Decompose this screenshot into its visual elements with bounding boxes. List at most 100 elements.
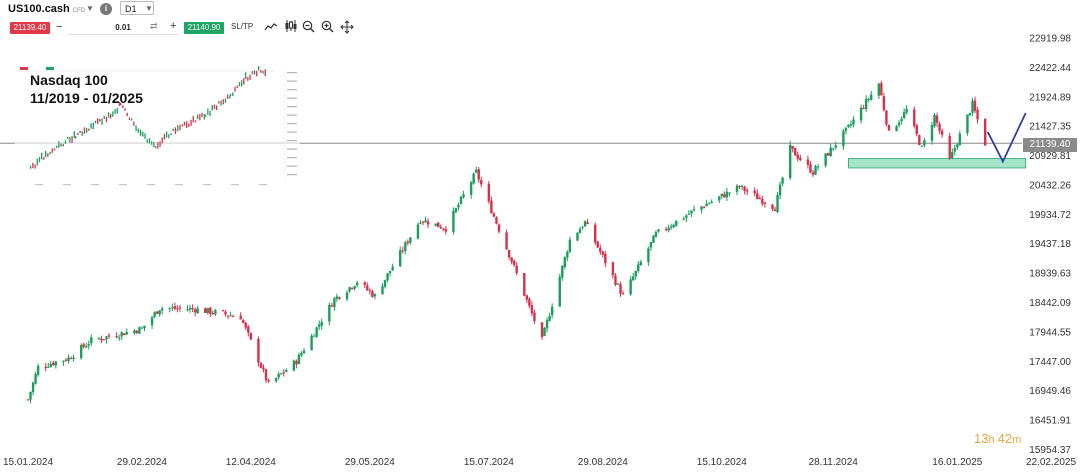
inset-candle [83, 127, 86, 134]
inset-candle [179, 124, 181, 131]
sltp-button[interactable]: SL/TP [231, 22, 254, 31]
info-icon[interactable]: i [100, 3, 112, 15]
candle-body [523, 273, 526, 296]
candle-body [685, 215, 688, 218]
candle-body [700, 206, 703, 210]
candle-body [933, 114, 936, 127]
candle-body [401, 250, 404, 252]
inset-candle [110, 114, 112, 119]
candle-body [581, 227, 584, 229]
candle-body [262, 367, 265, 370]
inset-x-tick [203, 184, 211, 186]
candle-body [619, 284, 622, 294]
inset-candle [112, 111, 114, 117]
y-tick-label: 20929.81 [1029, 151, 1071, 162]
candle-body [966, 114, 969, 134]
candle-body [107, 335, 111, 337]
inset-candle [153, 141, 155, 148]
y-axis: 22919.98 22422.44 21924.89 21427.35 20929.81… [1029, 34, 1071, 457]
crosshair-icon[interactable] [340, 20, 354, 34]
lot-size-input[interactable]: 0.01 [68, 21, 178, 35]
candle-body [702, 206, 706, 208]
candle-body [809, 164, 812, 173]
candle-body [292, 360, 296, 371]
candle-body [505, 232, 508, 250]
candle-body [758, 198, 761, 200]
inset-candle [101, 118, 103, 125]
candle-body [583, 221, 587, 227]
candle-body [383, 279, 387, 287]
candle-body [282, 372, 285, 374]
candle-body [31, 382, 35, 393]
buy-button[interactable]: 21140.90 [184, 22, 224, 34]
symbol-selector[interactable]: US100.cash CFD [8, 3, 85, 15]
candle-body [657, 229, 660, 232]
inset-candle [260, 70, 262, 73]
candle-body [578, 228, 582, 234]
decrease-lot-button[interactable]: − [56, 21, 63, 33]
candle-body [497, 224, 501, 232]
line-chart-icon[interactable] [264, 22, 278, 32]
candle-body [312, 335, 316, 337]
swap-icon[interactable]: ⇄ [150, 21, 158, 31]
inset-candle [207, 108, 209, 115]
candle-body [302, 350, 306, 354]
inset-candle [236, 85, 238, 89]
y-tick-label: 16451.91 [1029, 416, 1071, 427]
inset-candle [177, 125, 179, 132]
candle-body [143, 325, 146, 328]
candle-body [204, 308, 207, 313]
inset-y-tick [287, 114, 297, 116]
candle-body [328, 304, 331, 322]
x-tick-label: 22.02.2025 [1026, 457, 1076, 468]
candle-body [763, 202, 767, 204]
candle-body [594, 224, 597, 243]
sell-button[interactable]: 21139.40 [10, 22, 50, 34]
candle-body [47, 366, 50, 368]
candle-body [117, 337, 121, 339]
inset-candle [220, 100, 222, 106]
candles-layer [26, 80, 987, 404]
candle-body [738, 186, 741, 188]
inset-y-tick [287, 106, 297, 108]
inset-x-tick [35, 184, 43, 186]
zoom-in-icon[interactable] [321, 20, 334, 33]
candle-body [753, 190, 756, 194]
candle-body [540, 322, 544, 338]
candle-body [880, 83, 883, 96]
candle-body [707, 203, 711, 205]
chevron-down-icon[interactable]: ▼ [86, 4, 94, 13]
candle-chart-icon[interactable] [284, 19, 298, 33]
increase-lot-button[interactable]: + [170, 20, 177, 32]
candle-body [285, 370, 288, 372]
inset-candle [120, 102, 122, 106]
candle-body [158, 310, 161, 315]
candle-body [548, 315, 551, 321]
inset-candle [71, 136, 73, 143]
candle-body [150, 317, 154, 326]
candle-body [153, 312, 156, 317]
inset-candle [166, 131, 168, 138]
candle-body [239, 315, 242, 320]
timeframe-chevron-down-icon[interactable]: ▼ [145, 4, 153, 13]
candle-body [102, 339, 106, 341]
candle-body [788, 144, 792, 178]
candle-body [568, 239, 572, 252]
x-tick-label: 29.02.2024 [117, 457, 167, 468]
inset-candle [58, 141, 60, 148]
inset-y-tick [287, 157, 297, 159]
candle-body [49, 363, 52, 367]
candle-body [186, 309, 189, 311]
inset-candle [77, 132, 79, 136]
y-tick-label: 22422.44 [1029, 63, 1071, 74]
candle-body [669, 226, 673, 228]
candle-body [310, 335, 313, 351]
timeframe-select[interactable]: D1 [120, 1, 154, 15]
zoom-out-icon[interactable] [302, 20, 315, 33]
inset-candle [62, 143, 64, 147]
candle-body [948, 135, 951, 159]
y-tick-label: 21427.35 [1029, 122, 1071, 133]
candle-body [399, 250, 402, 267]
inset-candle [262, 70, 264, 74]
